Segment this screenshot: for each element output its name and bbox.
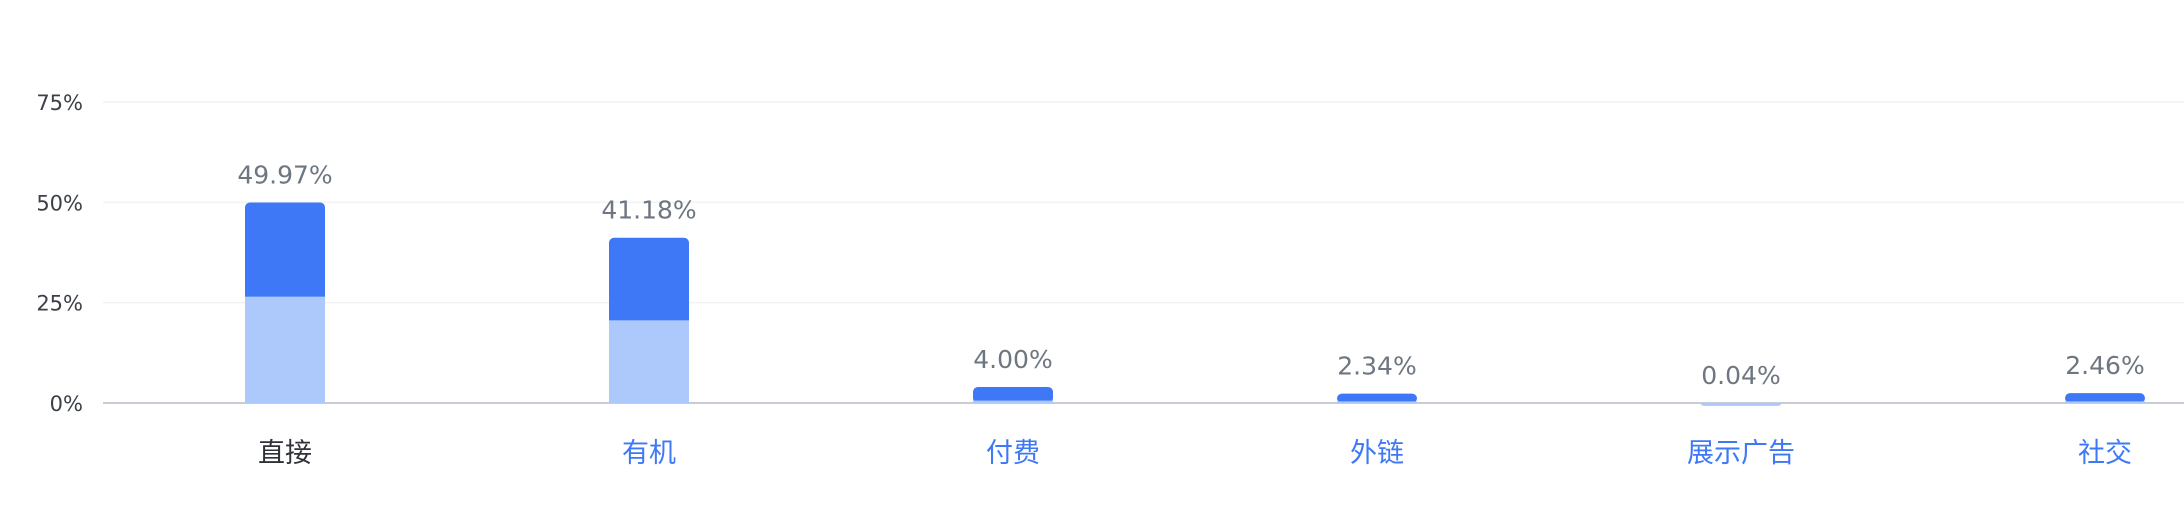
bar-total-label: 2.46% bbox=[2065, 351, 2144, 380]
bar-total-label: 4.00% bbox=[973, 345, 1052, 374]
bar-total-label: 2.34% bbox=[1337, 352, 1416, 381]
category-tab-active: 直接 bbox=[258, 438, 312, 469]
bar-segment-light bbox=[1337, 401, 1417, 403]
bar-segment-dark bbox=[1337, 393, 1417, 403]
bar-total-label: 41.18% bbox=[601, 196, 696, 225]
bar-segment-light bbox=[2065, 401, 2145, 403]
y-tick-label: 75% bbox=[36, 91, 83, 115]
category-tab-link[interactable]: 展示广告 bbox=[1687, 438, 1795, 469]
bar-segment-light bbox=[245, 296, 325, 403]
y-tick-label: 50% bbox=[36, 191, 83, 215]
bar-segment-dark bbox=[2065, 393, 2145, 403]
bar-segment-light bbox=[609, 320, 689, 403]
category-tab-link[interactable]: 有机 bbox=[622, 438, 676, 469]
bar-total-label: 0.04% bbox=[1701, 361, 1780, 390]
bar-total-label: 49.97% bbox=[237, 160, 332, 189]
bar-segment-light bbox=[973, 400, 1053, 403]
category-tab-link[interactable]: 外链 bbox=[1350, 438, 1404, 469]
category-tab-link[interactable]: 付费 bbox=[986, 438, 1040, 469]
y-tick-label: 0% bbox=[50, 392, 83, 416]
category-tab-link[interactable]: 社交 bbox=[2078, 438, 2132, 469]
bar-segment-dark bbox=[973, 386, 1053, 403]
y-tick-label: 25% bbox=[36, 292, 83, 316]
bar-segment-light bbox=[1701, 402, 1781, 406]
